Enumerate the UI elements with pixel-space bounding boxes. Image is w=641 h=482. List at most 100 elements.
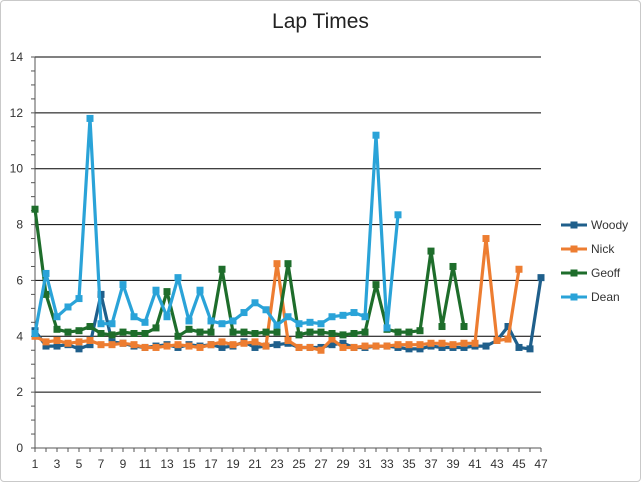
legend-swatch-marker [570, 221, 578, 229]
data-point [251, 338, 259, 346]
data-point [185, 342, 193, 350]
data-point [350, 343, 358, 351]
data-point [438, 339, 446, 347]
x-tick-label: 33 [380, 457, 394, 471]
data-point [108, 341, 116, 349]
x-tick-label: 41 [468, 457, 482, 471]
data-point [196, 343, 204, 351]
x-tick-label: 21 [248, 457, 262, 471]
data-point [251, 299, 259, 307]
data-point [196, 328, 204, 336]
data-point [306, 318, 314, 326]
data-point [75, 295, 83, 303]
data-point [31, 205, 39, 213]
data-point [306, 343, 314, 351]
data-point [295, 320, 303, 328]
data-point [449, 262, 457, 270]
x-tick-label: 17 [204, 457, 218, 471]
data-point [207, 341, 215, 349]
y-tick-label: 12 [10, 106, 24, 120]
data-point [163, 313, 171, 321]
data-point [31, 329, 39, 337]
series-group [31, 114, 545, 354]
y-tick-label: 6 [16, 273, 23, 287]
data-point [416, 327, 424, 335]
data-point [306, 328, 314, 336]
data-point [141, 318, 149, 326]
data-point [273, 341, 281, 349]
data-point [515, 343, 523, 351]
x-tick-label: 1 [32, 457, 39, 471]
y-tick-labels: 0 2 4 6 8 10 12 14 [10, 50, 24, 455]
data-point [394, 328, 402, 336]
data-point [75, 338, 83, 346]
data-point [493, 336, 501, 344]
data-point [328, 335, 336, 343]
legend-item: Geoff [561, 266, 621, 280]
data-point [273, 328, 281, 336]
series-dean [31, 114, 402, 337]
y-tick-label: 8 [16, 218, 23, 232]
data-point [295, 331, 303, 339]
data-point [42, 269, 50, 277]
y-tick-label: 14 [10, 50, 24, 64]
data-point [438, 343, 446, 351]
legend-label: Nick [591, 242, 615, 256]
y-tick-label: 4 [16, 329, 23, 343]
data-point [97, 320, 105, 328]
data-point [284, 260, 292, 268]
data-point [53, 342, 61, 350]
data-point [262, 342, 270, 350]
data-point [119, 328, 127, 336]
data-point [526, 345, 534, 353]
data-point [218, 265, 226, 273]
data-point [240, 309, 248, 317]
data-point [196, 286, 204, 294]
data-point [328, 329, 336, 337]
legend-label: Dean [591, 290, 620, 304]
legend-item: Nick [561, 242, 615, 256]
data-point [207, 317, 215, 325]
data-point [174, 274, 182, 282]
data-point [207, 328, 215, 336]
data-point [350, 309, 358, 317]
data-point [218, 343, 226, 351]
data-point [262, 306, 270, 314]
data-point [119, 281, 127, 289]
data-point [141, 343, 149, 351]
legend: Woody Nick Geoff Dean [561, 218, 628, 304]
data-point [229, 328, 237, 336]
data-point [174, 341, 182, 349]
data-point [449, 341, 457, 349]
data-point [86, 341, 94, 349]
data-point [42, 342, 50, 350]
data-point [86, 336, 94, 344]
x-tick-label: 43 [490, 457, 504, 471]
data-point [328, 313, 336, 321]
data-point [240, 328, 248, 336]
x-tick-label: 29 [336, 457, 350, 471]
data-point [108, 320, 116, 328]
legend-swatch-marker [570, 269, 578, 277]
data-point [339, 331, 347, 339]
data-point [130, 313, 138, 321]
data-point [394, 341, 402, 349]
data-point [185, 325, 193, 333]
data-point [537, 274, 545, 282]
data-point [218, 338, 226, 346]
data-point [42, 290, 50, 298]
data-point [317, 346, 325, 354]
data-point [295, 343, 303, 351]
x-tick-label: 39 [446, 457, 460, 471]
data-point [174, 332, 182, 340]
data-point [515, 265, 523, 273]
data-point [383, 324, 391, 332]
data-point [97, 341, 105, 349]
data-point [438, 323, 446, 331]
legend-item: Woody [561, 218, 628, 232]
data-point [405, 345, 413, 353]
data-point [504, 335, 512, 343]
data-point [416, 341, 424, 349]
